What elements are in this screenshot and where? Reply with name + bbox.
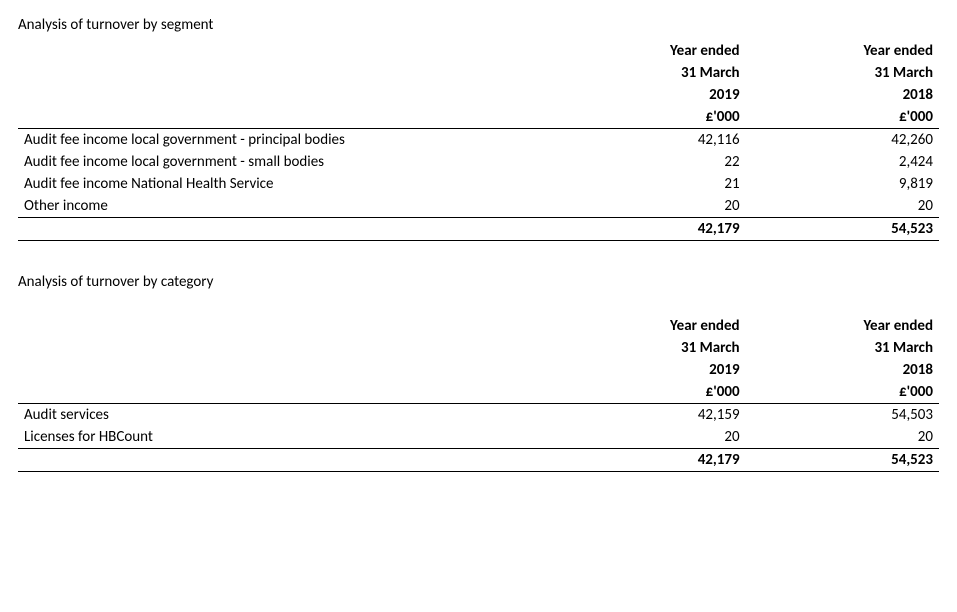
row-label: Audit services <box>18 404 552 427</box>
table-row: Audit fee income National Health Service… <box>18 173 939 195</box>
segment-title: Analysis of turnover by segment <box>18 16 939 34</box>
total-row: 42,179 54,523 <box>18 218 939 241</box>
segment-table: Year ended Year ended 31 March 31 March … <box>18 40 939 241</box>
segment-header-p1-l4: £'000 <box>552 106 745 129</box>
row-value: 54,503 <box>746 404 939 427</box>
row-value: 42,116 <box>552 129 745 152</box>
row-label: Other income <box>18 195 552 218</box>
row-value: 22 <box>552 151 745 173</box>
row-value: 42,260 <box>746 129 939 152</box>
category-header-p1-l1: Year ended <box>552 315 745 337</box>
category-header-p2-l3: 2018 <box>746 359 939 381</box>
total-value: 42,179 <box>552 449 745 472</box>
table-row: Licenses for HBCount 20 20 <box>18 426 939 449</box>
segment-header-p2-l3: 2018 <box>746 84 939 106</box>
total-row: 42,179 54,523 <box>18 449 939 472</box>
row-value: 42,159 <box>552 404 745 427</box>
segment-header-p1-l2: 31 March <box>552 62 745 84</box>
segment-header-p1-l3: 2019 <box>552 84 745 106</box>
category-table: Year ended Year ended 31 March 31 March … <box>18 315 939 472</box>
total-value: 54,523 <box>746 218 939 241</box>
category-header-p2-l4: £'000 <box>746 381 939 404</box>
segment-header-p2-l1: Year ended <box>746 40 939 62</box>
segment-header-p1-l1: Year ended <box>552 40 745 62</box>
row-value: 20 <box>746 426 939 449</box>
row-label: Audit fee income local government - prin… <box>18 129 552 152</box>
total-value: 54,523 <box>746 449 939 472</box>
table-row: Other income 20 20 <box>18 195 939 218</box>
table-row: Audit fee income local government - smal… <box>18 151 939 173</box>
row-value: 20 <box>746 195 939 218</box>
category-header-p2-l2: 31 March <box>746 337 939 359</box>
segment-header-p2-l2: 31 March <box>746 62 939 84</box>
table-row: Audit fee income local government - prin… <box>18 129 939 152</box>
category-header-p1-l4: £'000 <box>552 381 745 404</box>
category-header-p1-l3: 2019 <box>552 359 745 381</box>
category-title: Analysis of turnover by category <box>18 273 939 291</box>
row-label: Licenses for HBCount <box>18 426 552 449</box>
row-value: 20 <box>552 195 745 218</box>
row-value: 20 <box>552 426 745 449</box>
category-header-p1-l2: 31 March <box>552 337 745 359</box>
segment-header-p2-l4: £'000 <box>746 106 939 129</box>
table-row: Audit services 42,159 54,503 <box>18 404 939 427</box>
row-value: 2,424 <box>746 151 939 173</box>
row-label: Audit fee income National Health Service <box>18 173 552 195</box>
row-label: Audit fee income local government - smal… <box>18 151 552 173</box>
row-value: 9,819 <box>746 173 939 195</box>
row-value: 21 <box>552 173 745 195</box>
category-header-p2-l1: Year ended <box>746 315 939 337</box>
total-value: 42,179 <box>552 218 745 241</box>
